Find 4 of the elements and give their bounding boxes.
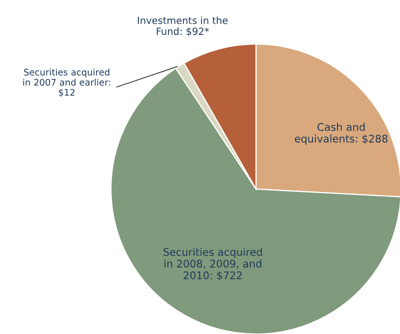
slice-label: Securities acquired in 2007 and earlier: $12 <box>23 68 110 97</box>
slice-label: Securities acquired in 2008, 2009, and 2010: $722 <box>164 248 262 281</box>
slice-label: Cash and equivalents: $288 <box>294 122 388 145</box>
slice-label: Investments in the Fund: $92* <box>138 16 228 36</box>
